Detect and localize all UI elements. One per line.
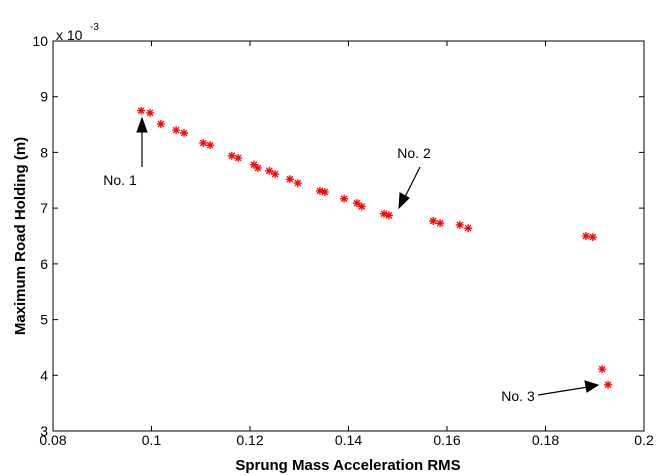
axes-box (52, 40, 645, 432)
x-tick-label: 0.08 (39, 432, 66, 448)
point (271, 170, 280, 179)
x-tick-label: 0.1 (142, 432, 162, 448)
point (265, 166, 274, 175)
point (293, 179, 302, 188)
annotation: No. 1 (103, 172, 137, 188)
x-tick-label: 0.16 (433, 432, 460, 448)
point (429, 216, 438, 225)
point (285, 175, 294, 184)
point (180, 128, 189, 137)
point (227, 151, 236, 160)
point (464, 224, 473, 233)
point (598, 365, 607, 374)
y-tick-label: 9 (40, 89, 48, 105)
y-tick-label: 3 (40, 423, 48, 439)
x-tick-label: 0.12 (236, 432, 263, 448)
y-tick-label: 4 (40, 367, 48, 383)
y-tick-label: 10 (32, 33, 48, 49)
point (604, 380, 613, 389)
y-exponent-base: x 10 (56, 27, 83, 43)
point (357, 202, 366, 211)
x-tick-label: 0.2 (634, 432, 654, 448)
annotation-arrows (136, 116, 600, 396)
point (352, 199, 361, 208)
point (137, 106, 146, 115)
point (436, 219, 445, 228)
point (455, 220, 464, 229)
point (340, 194, 349, 203)
annotation: No. 2 (397, 145, 431, 161)
y-exponent-power: -3 (90, 22, 99, 33)
y-tick-label: 7 (40, 200, 48, 216)
point (379, 209, 388, 218)
point (384, 211, 393, 220)
point (146, 108, 155, 117)
y-axis-label: Maximum Road Holding (m) (12, 137, 29, 335)
point (253, 164, 262, 173)
y-tick-label: 8 (40, 144, 48, 160)
point (315, 186, 324, 195)
point (581, 232, 590, 240)
point (320, 187, 329, 196)
y-tick-label: 6 (40, 256, 48, 272)
point (206, 141, 215, 150)
x-axis-label: Sprung Mass Acceleration RMS (235, 457, 460, 474)
y-tick-label: 5 (40, 312, 48, 328)
point (249, 160, 258, 169)
x-tick-label: 0.18 (532, 432, 559, 448)
x-tick-label: 0.14 (335, 432, 362, 448)
point (199, 138, 208, 147)
point (172, 126, 181, 135)
point (234, 154, 243, 162)
point (588, 233, 597, 242)
annotation: No. 3 (501, 388, 535, 404)
point (156, 120, 165, 129)
